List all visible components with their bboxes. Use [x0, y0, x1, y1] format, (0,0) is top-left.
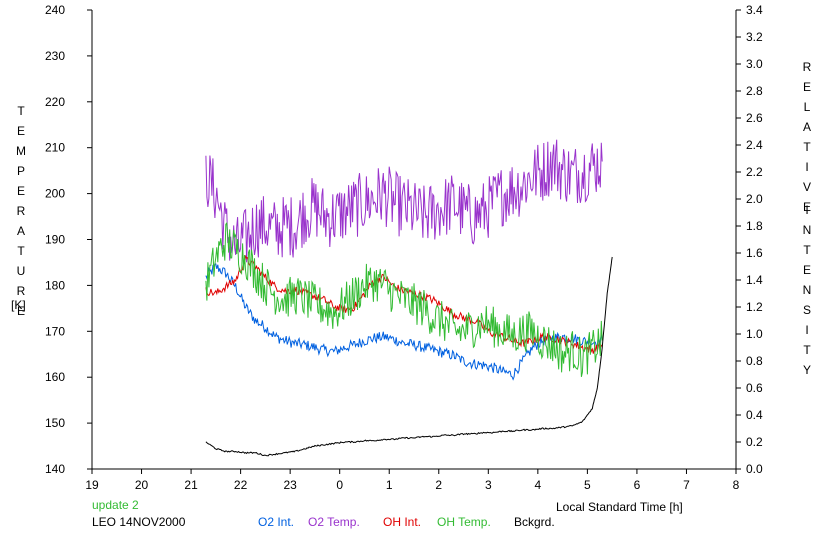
- legend-item: OH Int.: [383, 515, 422, 529]
- y-right-tick-label: 2.0: [746, 192, 763, 206]
- y-right-tick-label: 2.4: [746, 138, 763, 152]
- y-right-tick-label: 2.2: [746, 165, 763, 179]
- axis-label-letter: E: [802, 80, 811, 94]
- axis-label-letter: T: [803, 243, 811, 257]
- y-right-tick-label: 2.6: [746, 111, 763, 125]
- axis-label-letter: L: [803, 100, 811, 114]
- axis-label-letter: E: [16, 184, 25, 198]
- axis-label-letter: M: [16, 144, 26, 158]
- y-right-tick-label: 2.8: [746, 84, 763, 98]
- x-tick-label: 0: [336, 478, 343, 492]
- y-right-tick-label: 3.4: [746, 3, 763, 17]
- axis-label-letter: Y: [802, 363, 811, 377]
- axis-label-letter: E: [16, 304, 25, 318]
- legend-item: O2 Temp.: [308, 515, 360, 529]
- series-o2-int-line: [205, 263, 603, 381]
- x-tick-label: 1: [386, 478, 393, 492]
- y-right-tick-label: 3.0: [746, 57, 763, 71]
- y-right-tick-label: 0.4: [746, 408, 763, 422]
- series-o2-temp-line: [205, 139, 603, 263]
- axis-label-letter: A: [802, 120, 811, 134]
- x-tick-label: 7: [683, 478, 690, 492]
- y-left-tick-label: 240: [45, 3, 65, 17]
- axis-label-letter: T: [17, 104, 25, 118]
- legend-item: Bckgrd.: [514, 515, 555, 529]
- x-tick-label: 4: [535, 478, 542, 492]
- x-tick-label: 3: [485, 478, 492, 492]
- y-right-tick-label: 0.0: [746, 462, 763, 476]
- y-right-tick-label: 3.2: [746, 30, 763, 44]
- y-left-tick-label: 190: [45, 233, 65, 247]
- axis-label-letter: I: [805, 203, 809, 217]
- dataset-label: LEO 14NOV2000: [92, 515, 186, 529]
- axis-label-letter: T: [803, 140, 811, 154]
- x-tick-label: 6: [634, 478, 641, 492]
- x-tick-label: 20: [135, 478, 149, 492]
- y-right-tick-label: 1.6: [746, 246, 763, 260]
- update-note: update 2: [92, 498, 139, 512]
- y-axis-left-unit: [K]: [11, 298, 26, 312]
- axis-label-letter: T: [17, 244, 25, 258]
- series-bckgrd-line: [205, 256, 613, 457]
- axis-label-letter: R: [16, 204, 26, 218]
- axis-label-letter: R: [802, 60, 812, 74]
- legend-item: O2 Int.: [258, 515, 295, 529]
- y-right-tick-label: 1.2: [746, 300, 763, 314]
- y-left-tick-label: 160: [45, 370, 65, 384]
- axis-label-letter: E: [802, 263, 811, 277]
- y-left-tick-label: 200: [45, 187, 65, 201]
- x-tick-label: 8: [733, 478, 740, 492]
- x-tick-label: 23: [283, 478, 297, 492]
- y-left-tick-label: 140: [45, 462, 65, 476]
- legend-item: OH Temp.: [437, 515, 491, 529]
- y-right-tick-label: 1.4: [746, 273, 763, 287]
- y-right-tick-label: 1.8: [746, 219, 763, 233]
- axis-label-letter: I: [805, 160, 809, 174]
- axis-label-letter: N: [802, 283, 812, 297]
- axis-label-letter: I: [805, 323, 809, 337]
- axis-label-letter: U: [16, 264, 26, 278]
- x-tick-label: 22: [234, 478, 248, 492]
- y-left-tick-label: 230: [45, 49, 65, 63]
- y-right-tick-label: 0.2: [746, 435, 763, 449]
- axis-label-letter: V: [802, 180, 811, 194]
- axis-label-letter: E: [16, 124, 25, 138]
- axis-label-letter: E: [802, 200, 811, 214]
- y-left-tick-label: 180: [45, 278, 65, 292]
- x-tick-label: 19: [85, 478, 99, 492]
- series-oh-int-line: [205, 254, 603, 354]
- x-tick-label: 5: [584, 478, 591, 492]
- y-left-tick-label: 210: [45, 141, 65, 155]
- axis-label-letter: P: [16, 164, 25, 178]
- y-left-tick-label: 170: [45, 324, 65, 338]
- x-tick-label: 2: [435, 478, 442, 492]
- x-tick-label: 21: [184, 478, 198, 492]
- y-left-tick-label: 220: [45, 95, 65, 109]
- series-oh-temp-line: [205, 221, 603, 378]
- axis-label-letter: A: [16, 224, 25, 238]
- axis-label-letter: S: [802, 303, 811, 317]
- axis-label-letter: T: [803, 343, 811, 357]
- y-right-tick-label: 0.8: [746, 354, 763, 368]
- axis-label-letter: N: [802, 223, 812, 237]
- y-right-tick-label: 1.0: [746, 327, 763, 341]
- y-left-tick-label: 150: [45, 416, 65, 430]
- x-axis-label: Local Standard Time [h]: [556, 500, 683, 514]
- axis-label-letter: R: [16, 284, 26, 298]
- y-right-tick-label: 0.6: [746, 381, 763, 395]
